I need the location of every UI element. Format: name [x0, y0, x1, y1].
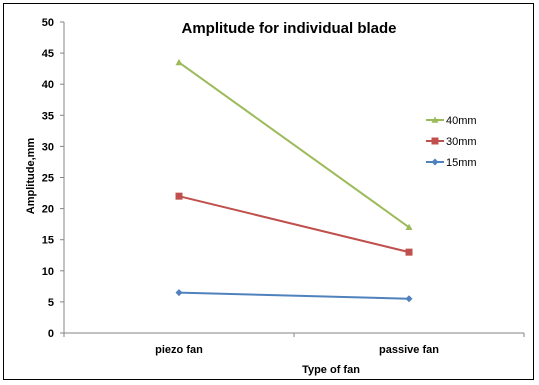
legend-marker-15mm	[431, 158, 439, 166]
legend-label-40mm: 40mm	[446, 115, 477, 127]
y-tick-label: 40	[42, 79, 54, 91]
y-tick-label: 35	[42, 110, 54, 122]
data-point-40mm	[405, 223, 413, 231]
legend-label-15mm: 15mm	[446, 157, 477, 169]
y-tick-label: 0	[48, 328, 54, 340]
data-point-15mm	[175, 289, 183, 297]
x-axis-title: Type of fan	[302, 364, 360, 376]
chart-title: Amplitude for individual blade	[181, 20, 396, 37]
y-tick-label: 20	[42, 204, 54, 216]
chart-svg: Amplitude for individual blade Amplitude…	[25, 17, 525, 376]
series-line-15mm	[178, 291, 410, 300]
data-point-30mm	[405, 248, 413, 256]
series-line-40mm	[178, 61, 410, 229]
y-tick-label: 30	[42, 141, 54, 153]
y-tick-label: 10	[42, 266, 54, 278]
axes: 0 5 10 15 20 25 30 35 40 45 50 piezo fan passive fan	[42, 17, 525, 356]
legend-marker-30mm	[431, 137, 439, 145]
x-tick-label: passive fan	[379, 344, 439, 356]
x-tick-label: piezo fan	[155, 344, 203, 356]
series-layer	[175, 58, 413, 303]
y-tick-label: 25	[42, 173, 54, 185]
y-axis-title: Amplitude,mm	[25, 138, 37, 215]
y-tick-label: 50	[42, 17, 54, 29]
chart-frame: Amplitude for individual blade Amplitude…	[3, 3, 534, 380]
data-point-40mm	[175, 58, 183, 66]
data-point-30mm	[175, 192, 183, 200]
legend: 40mm 30mm 15mm	[426, 115, 477, 169]
data-point-15mm	[405, 295, 413, 303]
y-tick-label: 45	[42, 48, 54, 60]
legend-label-30mm: 30mm	[446, 136, 477, 148]
series-line-30mm	[178, 195, 410, 254]
legend-marker-40mm	[431, 116, 439, 123]
y-tick-label: 5	[48, 297, 54, 309]
y-tick-label: 15	[42, 235, 54, 247]
